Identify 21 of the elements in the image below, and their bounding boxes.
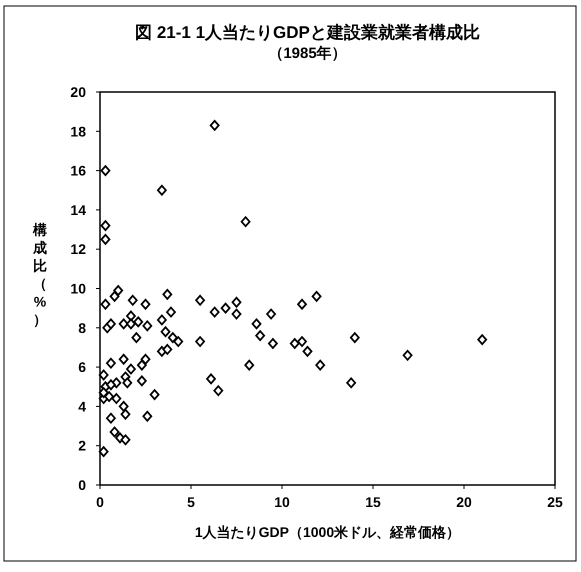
y-tick-label: 16 — [70, 162, 86, 179]
x-tick-label: 5 — [187, 494, 196, 510]
y-tick-label: 0 — [78, 477, 86, 493]
y-tick-label: 2 — [78, 438, 86, 454]
y-axis-title: 構成比（%） — [32, 222, 47, 328]
chart-subtitle: （1985年） — [268, 45, 347, 62]
y-tick-label: 6 — [78, 359, 86, 376]
y-tick-label: 18 — [70, 123, 86, 140]
y-tick-label: 8 — [78, 320, 86, 336]
y-tick-label: 4 — [78, 398, 86, 414]
x-tick-label: 20 — [456, 494, 472, 510]
x-tick-label: 25 — [547, 494, 563, 510]
y-tick-label: 10 — [70, 280, 86, 296]
y-tick-label: 20 — [70, 84, 86, 100]
chart-title: 図 21-1 1人当たりGDPと建設業就業者構成比 — [135, 23, 480, 42]
x-axis-title: 1人当たりGDP（1000米ドル、経常価格） — [194, 524, 460, 540]
x-tick-label: 15 — [365, 494, 381, 510]
y-tick-label: 12 — [70, 241, 86, 258]
y-tick-label: 14 — [70, 202, 86, 218]
x-tick-label: 10 — [274, 494, 290, 510]
x-tick-label: 0 — [96, 494, 104, 510]
